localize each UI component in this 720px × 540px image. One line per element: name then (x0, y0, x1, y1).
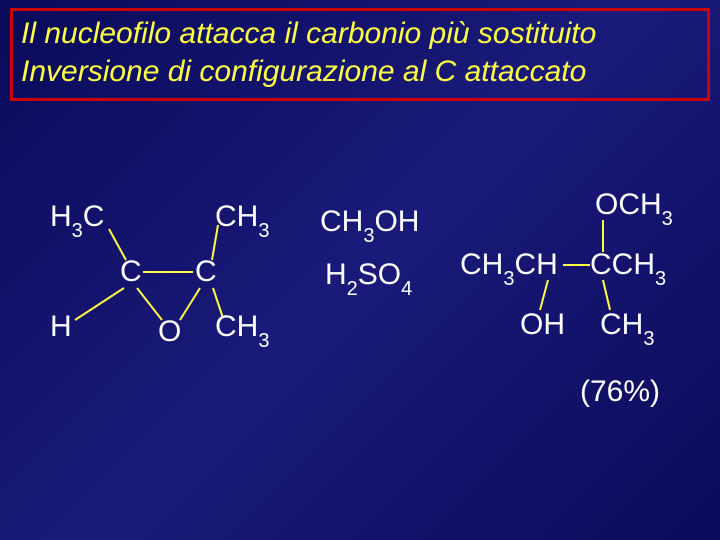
atom-c-left: C (120, 255, 142, 289)
title-box: Il nucleofilo attacca il carbonio più so… (10, 8, 710, 101)
title-line-1: Il nucleofilo attacca il carbonio più so… (21, 15, 699, 53)
atom-ch3-bottom: CH3 (600, 308, 654, 347)
subscript: 3 (655, 268, 666, 290)
atom-h3c-topleft: H3C (50, 200, 104, 239)
atom-ch3ch-left: CH3CH (460, 248, 558, 287)
atom-o-bottom: O (158, 315, 181, 349)
subscript: 2 (347, 278, 358, 300)
reagent-h2so4: H2SO4 (325, 258, 412, 297)
atom-och3-top: OCH3 (595, 188, 673, 227)
subscript: 3 (72, 220, 83, 242)
subscript: 4 (401, 278, 412, 300)
subscript: 3 (503, 268, 514, 290)
subscript: 3 (363, 225, 374, 247)
subscript: 3 (258, 220, 269, 242)
atom-ch3-bottomright: CH3 (215, 310, 269, 349)
subscript: 3 (662, 208, 673, 230)
subscript: 3 (258, 330, 269, 352)
title-line-2: Inversione di configurazione al C attacc… (21, 53, 699, 91)
atom-c-right: C (195, 255, 217, 289)
reagent-ch3oh: CH3OH (320, 205, 419, 244)
yield-text: (76%) (580, 375, 660, 409)
chemistry-diagram: H3C CH3 C C H O CH3 CH3OH H2SO4 OCH3 CH3… (0, 180, 720, 500)
atom-oh-bottom: OH (520, 308, 565, 342)
subscript: 3 (643, 328, 654, 350)
atom-ch3-topright: CH3 (215, 200, 269, 239)
atom-h-bottomleft: H (50, 310, 72, 344)
atom-cch3-right: CCH3 (590, 248, 666, 287)
